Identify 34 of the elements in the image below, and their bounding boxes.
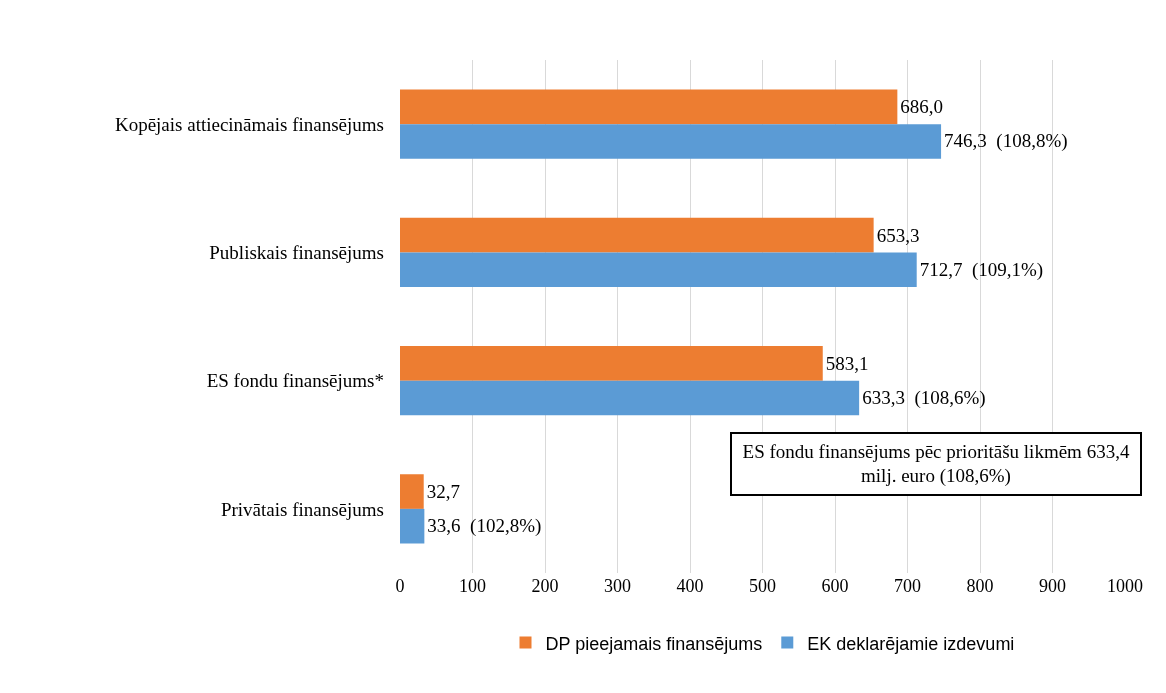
bar	[400, 217, 874, 253]
bar	[400, 124, 942, 159]
y-tick-label: Publiskais finansējums	[209, 242, 384, 264]
bar	[400, 89, 898, 125]
data-label: 746,3 (108,8%)	[944, 130, 1068, 153]
data-label: 653,3	[876, 224, 920, 246]
x-tick-label: 100	[459, 576, 486, 596]
y-tick-label: Kopējais attiecināmais finansējums	[114, 113, 384, 135]
x-tick-label: 800	[966, 576, 994, 596]
x-tick-label: 0	[395, 576, 405, 596]
data-label: 633,3 (108,6%)	[862, 386, 986, 409]
x-tick-label: 400	[676, 576, 704, 596]
data-label: 33,6 (102,8%)	[427, 515, 542, 538]
legend-label: DP pieejamais finansējums	[545, 633, 763, 654]
bar	[400, 380, 860, 416]
y-tick-label: Privātais finansējums	[220, 498, 384, 520]
x-tick-label: 600	[821, 576, 849, 596]
x-tick-label: 900	[1039, 576, 1066, 596]
x-tick-label: 700	[894, 576, 921, 596]
annotation: ES fondu finansējums pēc prioritāšu likmēm 633,4 milj. euro (108,6%)	[730, 432, 1142, 496]
data-label: 583,1	[825, 352, 869, 374]
bar	[400, 346, 823, 381]
y-tick-label: ES fondu finansējums*	[206, 370, 384, 392]
data-label: 686,0	[900, 96, 944, 118]
bar	[400, 474, 424, 509]
data-label: 32,7	[426, 481, 460, 503]
x-tick-label: 200	[531, 576, 559, 596]
x-tick-label: 300	[604, 576, 631, 596]
data-label: 712,7 (109,1%)	[919, 258, 1044, 281]
x-tick-label: 500	[749, 576, 776, 596]
legend-label: EK deklarējamie izdevumi	[807, 633, 1015, 654]
bar	[400, 252, 917, 287]
x-tick-label: 1000	[1107, 576, 1143, 596]
bar	[400, 508, 425, 544]
